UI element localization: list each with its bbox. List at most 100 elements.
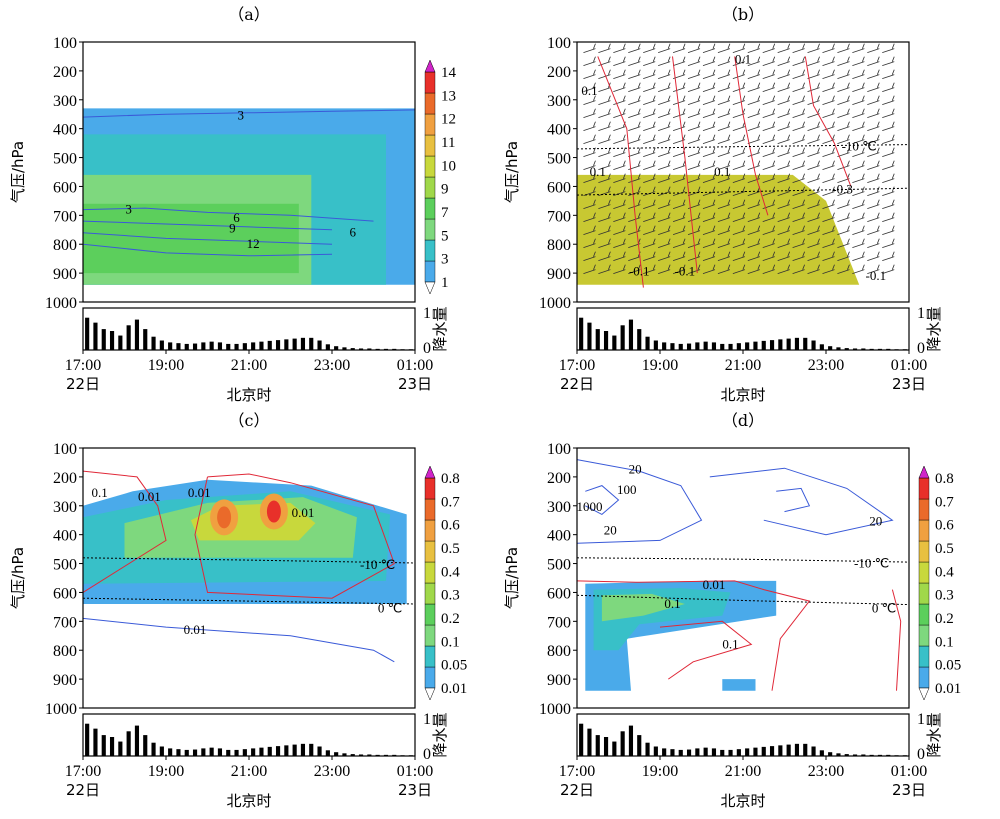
colorbar-segment [918,540,930,563]
x-tick-label: 23:00 [808,763,844,780]
wind-barb [643,251,656,262]
wind-barb [777,160,791,171]
wind-barb [702,173,716,184]
colorbar-segment [918,477,930,500]
contour-label: 0.1 [664,596,680,611]
precip-bar [645,336,650,350]
wind-barb [807,69,820,80]
wind-barb [628,134,641,145]
wind-barb [687,160,701,171]
panel-b: 0.1 0.1 0.1 0.1 -0.1 -0.1 -0.1 -0.3 -10 ℃ （b） 100 2… [503,5,943,404]
y-tick-label: 800 [53,643,77,660]
wind-barb [867,186,880,197]
precip-bar [176,343,181,350]
wind-barb [658,199,671,210]
colorbar-tick-label: 0.7 [935,494,954,510]
precip-frame [576,713,910,757]
wind-barb [732,43,746,54]
wind-barb [643,43,656,54]
wind-barb [837,251,850,262]
wind-barb [837,121,850,132]
x-tick-label: 17:00 [65,357,101,374]
wind-barb [613,238,626,249]
wind-barb [747,251,761,262]
x-date-label: 22日 [66,375,100,393]
precip-bar [886,754,891,756]
precip-bar [234,749,239,756]
wind-barb [792,82,805,93]
precip-bar [217,748,223,756]
x-date-label: 23日 [398,781,432,799]
wind-barb [687,95,701,106]
wind-barb [747,95,761,106]
wind-barb [747,108,761,119]
precip-bar [761,746,766,756]
wind-barb [882,199,895,210]
precip-bar [844,348,849,350]
precip-bar [350,754,355,756]
wind-barb [822,173,835,184]
wind-barb [702,147,716,158]
contour-label: 0.01 [184,622,207,637]
wind-barb [672,82,686,93]
wind-barb [672,212,686,223]
wind-barb [747,56,761,67]
colorbar-segment [918,498,930,521]
wind-barb [702,251,716,262]
colorbar-segment [424,134,436,157]
wind-barb [882,238,895,249]
x-date-label: 22日 [66,781,100,799]
precip-tick-label: 0 [917,746,925,763]
precip-bar [151,336,156,350]
wind-barb [687,134,701,145]
wind-barb [792,108,805,119]
wind-barb [777,199,791,210]
precip-bar [902,349,907,350]
wind-barb [882,251,895,262]
wind-barb [732,82,746,93]
panel-a: 3369126（a）100200300400500600700800900100… [9,5,457,404]
wind-barb [807,82,820,93]
wind-barb [882,56,895,67]
colorbar-segment [424,71,436,94]
wind-barb [762,199,776,210]
wind-barb [717,134,731,145]
wind-barb [613,199,626,210]
precip-frame [82,713,416,757]
precip-bar [334,752,339,756]
wind-barb [747,173,761,184]
wind-barb [732,160,746,171]
wind-barb [792,238,805,249]
wind-barb [852,95,865,106]
wind-barb [583,95,596,106]
precip-bar [267,340,272,350]
precip-bar [778,745,783,756]
precip-bar [251,342,256,350]
y-tick-label: 500 [53,151,77,168]
wind-barb [882,225,895,236]
precip-bar [242,343,247,350]
wind-barb [598,108,611,119]
x-axis-label: 北京时 [226,386,271,404]
wind-barb [837,108,850,119]
y-tick-label: 800 [547,237,571,254]
y-tick-label: 600 [53,179,77,196]
wind-barb [702,69,716,80]
x-tick-label: 23:00 [314,357,350,374]
precip-bar [745,748,750,756]
wind-barb [867,251,880,262]
y-axis-label: 气压/hPa [503,141,521,203]
precip-bar [201,748,206,756]
wind-barb [792,199,805,210]
wind-barb [792,121,805,132]
precip-bar [769,340,775,350]
wind-barb [867,264,880,275]
wind-barb [762,134,776,145]
wind-barb [613,147,626,158]
colorbar-segment [918,603,930,626]
precip-bar [852,348,858,350]
wind-barb [717,199,731,210]
wind-barb [777,238,791,249]
wind-barb [792,251,805,262]
contour-label: 1000 [576,499,602,514]
